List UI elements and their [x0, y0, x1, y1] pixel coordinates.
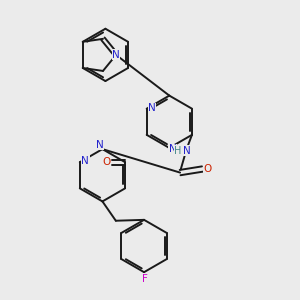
Text: N: N: [81, 156, 89, 166]
Text: O: O: [204, 164, 212, 174]
Text: N: N: [112, 50, 120, 60]
Text: N: N: [96, 140, 104, 150]
Text: O: O: [102, 157, 110, 167]
Text: H: H: [174, 146, 182, 156]
Text: N: N: [169, 144, 177, 154]
Text: F: F: [142, 274, 148, 284]
Text: N: N: [183, 146, 191, 156]
Text: N: N: [148, 103, 156, 113]
